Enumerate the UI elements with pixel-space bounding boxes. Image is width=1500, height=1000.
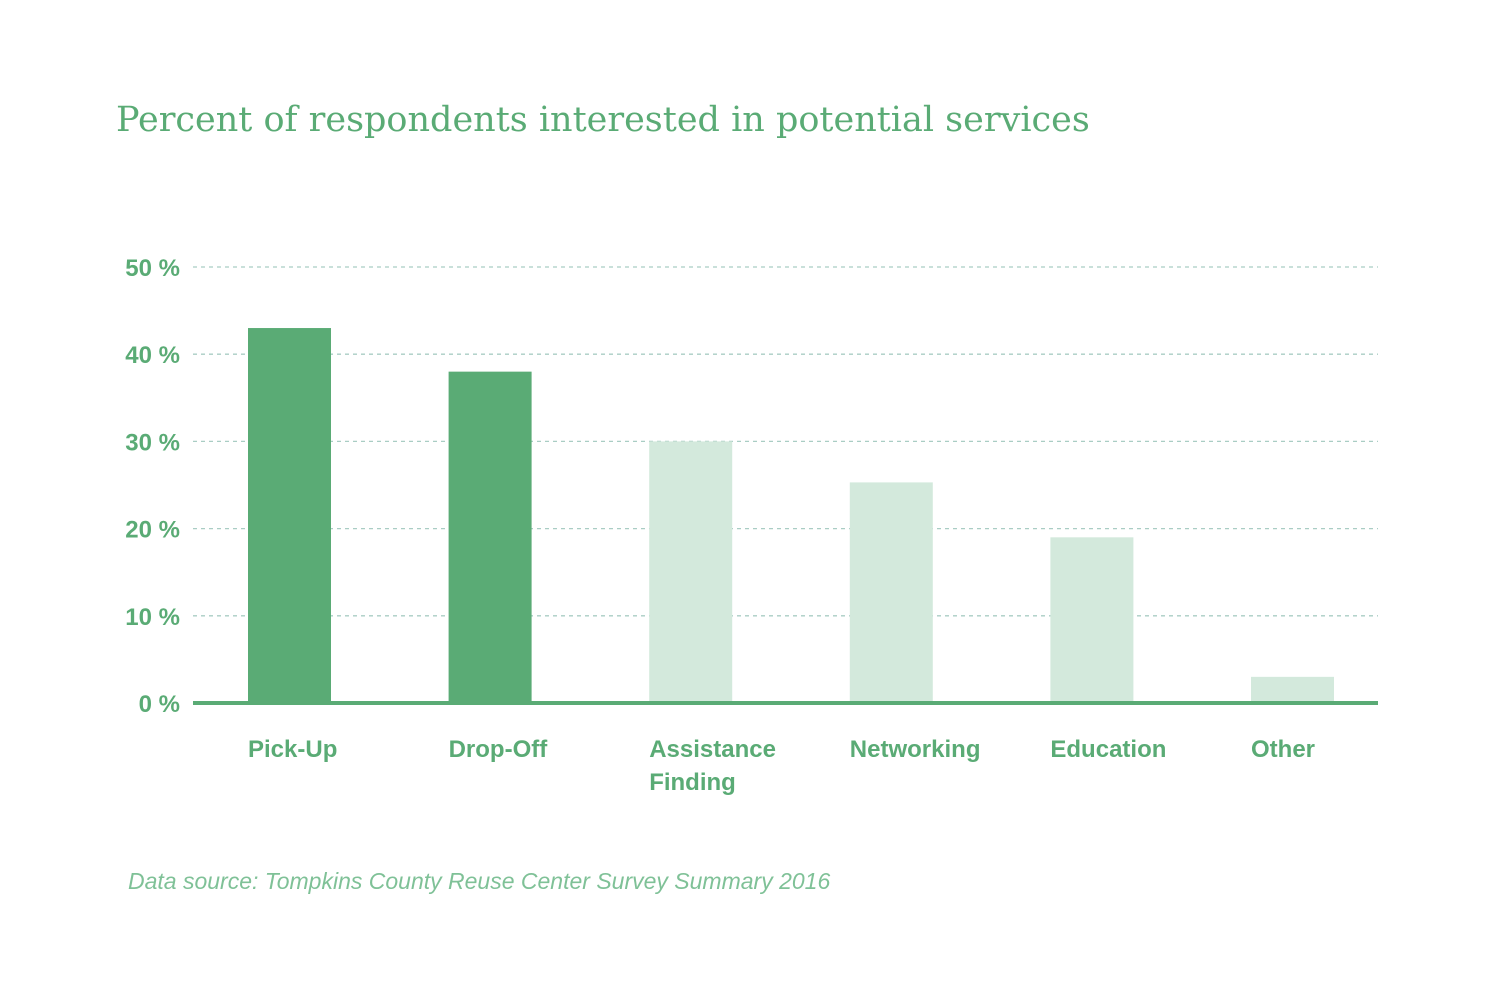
bar-assistance-finding — [649, 441, 733, 703]
y-tick-label: 10 % — [125, 604, 180, 631]
data-source-note: Data source: Tompkins County Reuse Cente… — [128, 868, 831, 894]
bar-drop-off — [448, 371, 532, 703]
y-tick-label: 0 % — [139, 691, 180, 718]
bar-other — [1251, 676, 1334, 703]
x-axis-labels: Pick-Up Drop-Off Assistance Finding Networki… — [248, 736, 1315, 796]
y-axis-ticks: 0 % 10 % 20 % 30 % 40 % 50 % — [125, 255, 180, 718]
x-tick-label: Education — [1050, 736, 1166, 763]
chart-title: Percent of respondents interested in pot… — [116, 100, 1090, 140]
grid-lines — [193, 266, 1378, 617]
x-tick-label: Assistance Finding — [649, 736, 776, 796]
y-tick-label: 30 % — [125, 429, 180, 456]
bar-networking — [849, 482, 933, 703]
bar-pick-up — [248, 328, 331, 703]
y-tick-label: 40 % — [125, 342, 180, 369]
x-tick-label: Pick-Up — [248, 736, 337, 763]
x-tick-label: Drop-Off — [449, 736, 549, 763]
x-tick-label: Other — [1251, 736, 1315, 763]
bars — [248, 328, 1334, 703]
y-tick-label: 20 % — [125, 517, 180, 544]
bar-education — [1050, 537, 1134, 703]
y-tick-label: 50 % — [125, 255, 180, 282]
x-tick-label: Networking — [850, 736, 981, 763]
